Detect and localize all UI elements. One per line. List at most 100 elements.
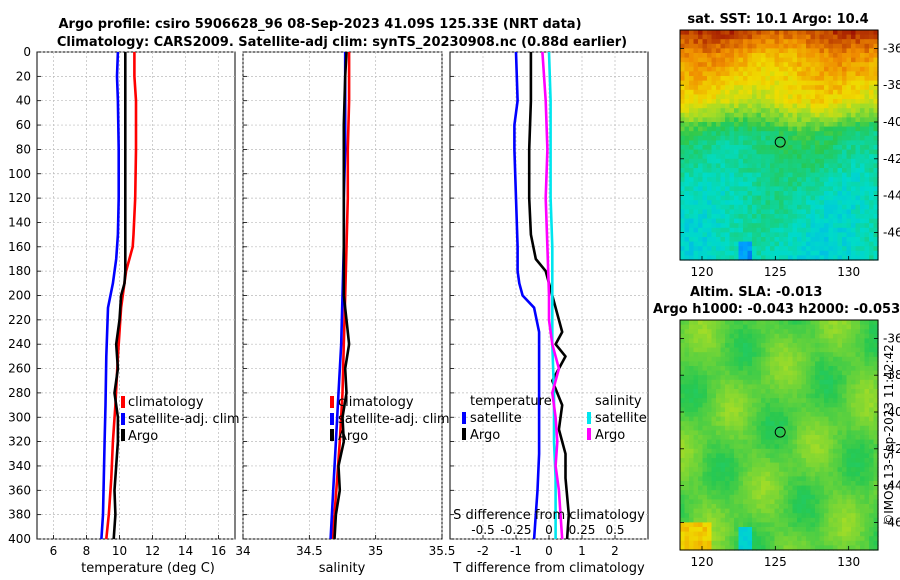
map-cell xyxy=(770,329,776,335)
map-cell xyxy=(828,476,834,482)
map-cell xyxy=(738,333,744,339)
map-cell xyxy=(680,177,686,183)
map-cell xyxy=(747,490,753,496)
map-cell xyxy=(702,80,708,86)
map-cell xyxy=(819,347,825,353)
x-tick-label: 14 xyxy=(178,544,193,558)
map-cell xyxy=(810,200,816,206)
map-cell xyxy=(684,343,690,349)
map-cell xyxy=(851,343,857,349)
map-cell xyxy=(873,494,879,500)
map-cell xyxy=(702,476,708,482)
series-line-argo xyxy=(112,52,127,540)
map-cell xyxy=(846,494,852,500)
map-cell xyxy=(720,536,726,542)
map-cell xyxy=(864,458,870,464)
map-cell xyxy=(698,504,704,510)
map-cell xyxy=(738,214,744,220)
map-cell xyxy=(873,30,879,36)
map-cell xyxy=(680,499,686,505)
map-cell xyxy=(707,140,713,146)
map-cell xyxy=(747,499,753,505)
map-cell xyxy=(815,393,821,399)
map-cell xyxy=(711,338,717,344)
map-cell xyxy=(774,453,780,459)
map-cell xyxy=(770,453,776,459)
map-cell xyxy=(680,324,686,330)
map-cell xyxy=(873,80,879,86)
map-cell xyxy=(810,361,816,367)
map-cell xyxy=(851,246,857,252)
map-cell xyxy=(801,476,807,482)
map-cell xyxy=(846,158,852,164)
map-cell xyxy=(725,191,731,197)
map-cell xyxy=(711,352,717,358)
map-cell xyxy=(806,329,812,335)
map-cell xyxy=(711,255,717,261)
map-cell xyxy=(684,499,690,505)
map-cell xyxy=(725,540,731,546)
map-cell xyxy=(788,89,794,95)
map-cell xyxy=(761,168,767,174)
map-cell xyxy=(711,324,717,330)
map-cell xyxy=(720,154,726,160)
map-cell xyxy=(743,80,749,86)
map-cell xyxy=(792,85,798,91)
map-cell xyxy=(761,227,767,233)
map-cell xyxy=(752,154,758,160)
map-cell xyxy=(711,177,717,183)
map-cell xyxy=(797,425,803,431)
map-cell xyxy=(702,145,708,151)
map-cell xyxy=(810,227,816,233)
map-cell xyxy=(689,402,695,408)
map-cell xyxy=(846,89,852,95)
map-cell xyxy=(716,246,722,252)
map-cell xyxy=(738,186,744,192)
map-cell xyxy=(779,237,785,243)
map-cell xyxy=(815,444,821,450)
map-cell xyxy=(752,66,758,72)
temperature-panel: 0204060801001201401601802002202402602803… xyxy=(8,45,240,576)
map-cell xyxy=(729,200,735,206)
map-cell xyxy=(833,172,839,178)
map-cell xyxy=(869,527,875,533)
map-cell xyxy=(860,85,866,91)
map-cell xyxy=(851,536,857,542)
argo-position-marker xyxy=(774,426,786,438)
map-cell xyxy=(869,181,875,187)
map-cell xyxy=(783,246,789,252)
map-cell xyxy=(738,490,744,496)
map-cell xyxy=(792,343,798,349)
x-tick-label: 6 xyxy=(50,544,58,558)
map-cell xyxy=(774,471,780,477)
map-cell xyxy=(851,223,857,229)
map-cell xyxy=(720,48,726,54)
map-cell xyxy=(837,237,843,243)
map-cell xyxy=(873,379,879,385)
map-cell xyxy=(725,347,731,353)
map-cell xyxy=(837,250,843,256)
map-cell xyxy=(702,246,708,252)
lat-tick-label: -36 xyxy=(883,331,900,345)
legend-swatch-s-argo xyxy=(587,428,591,440)
map-cell xyxy=(734,375,740,381)
map-cell xyxy=(864,481,870,487)
map-cell xyxy=(783,384,789,390)
map-cell xyxy=(788,200,794,206)
map-cell xyxy=(729,140,735,146)
map-cell xyxy=(761,458,767,464)
map-cell xyxy=(707,320,713,326)
map-cell xyxy=(734,85,740,91)
map-cell xyxy=(833,108,839,114)
map-cell xyxy=(689,370,695,376)
map-cell xyxy=(873,421,879,427)
map-cell xyxy=(869,398,875,404)
map-cell xyxy=(788,246,794,252)
map-cell xyxy=(770,204,776,210)
legend-label-t-satellite: satellite xyxy=(470,411,522,426)
map-cell xyxy=(684,172,690,178)
map-cell xyxy=(860,412,866,418)
map-cell xyxy=(846,536,852,542)
map-cell xyxy=(765,163,771,169)
map-cell xyxy=(869,356,875,362)
